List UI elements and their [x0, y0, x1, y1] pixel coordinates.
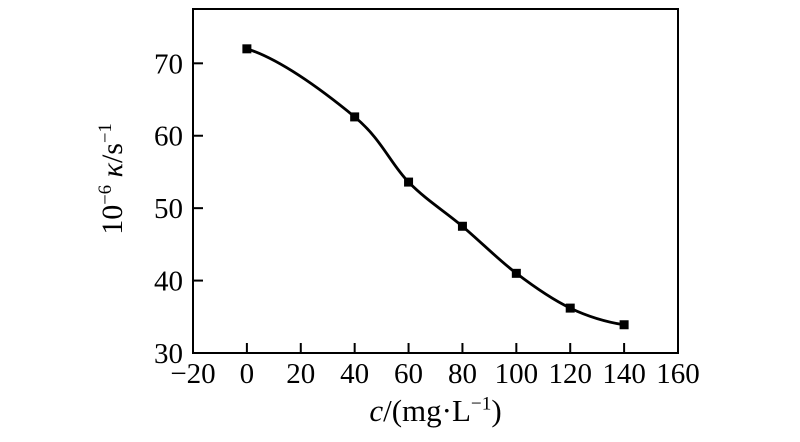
data-point: [565, 303, 575, 313]
x-tick-label: −20: [170, 358, 215, 390]
x-tick-label: 160: [656, 358, 700, 390]
x-tick-label: 80: [448, 358, 477, 390]
y-tick-label: 60: [154, 121, 183, 153]
label-text: ): [491, 393, 502, 428]
label-text: 10: [96, 204, 129, 235]
data-point: [619, 320, 629, 330]
label-text: /s: [96, 143, 129, 164]
y-tick-label: 40: [154, 266, 183, 298]
x-tick-label: 0: [240, 358, 255, 390]
y-tick-label: 50: [154, 193, 183, 225]
x-tick-label: 20: [286, 358, 315, 390]
label-superscript: −1: [95, 123, 116, 144]
data-point: [404, 177, 414, 187]
label-text: c: [369, 393, 384, 428]
x-tick-label: 140: [602, 358, 646, 390]
label-superscript: −1: [470, 393, 492, 415]
x-tick-label: 100: [495, 358, 539, 390]
y-tick-label: 70: [154, 48, 183, 80]
data-point: [242, 44, 252, 54]
x-tick-label: 120: [548, 358, 592, 390]
fit-curve: [246, 47, 625, 327]
data-point: [350, 112, 360, 122]
data-point: [511, 268, 521, 278]
y-tick-label: 30: [154, 338, 183, 370]
y-axis-label: 10−6 κ/s−1: [95, 123, 130, 235]
x-tick-label: 40: [340, 358, 369, 390]
plot-frame: [192, 8, 679, 354]
x-tick-label: 60: [394, 358, 423, 390]
label-superscript: −6: [95, 184, 116, 205]
label-text: /(mg·L: [383, 393, 471, 428]
data-point: [457, 221, 467, 231]
x-axis-label: c/(mg·L−1): [193, 393, 678, 429]
label-text: κ: [96, 163, 129, 178]
label-text: [96, 177, 129, 185]
